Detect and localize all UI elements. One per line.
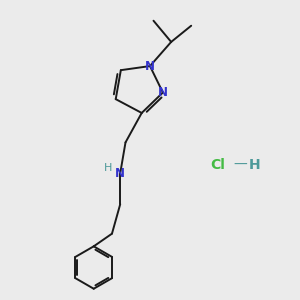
Text: N: N bbox=[115, 167, 125, 180]
Text: H: H bbox=[104, 163, 112, 173]
Text: Cl: Cl bbox=[210, 158, 225, 172]
Text: H: H bbox=[249, 158, 260, 172]
Text: N: N bbox=[158, 86, 168, 99]
Text: N: N bbox=[145, 60, 155, 73]
Text: —: — bbox=[233, 158, 247, 172]
